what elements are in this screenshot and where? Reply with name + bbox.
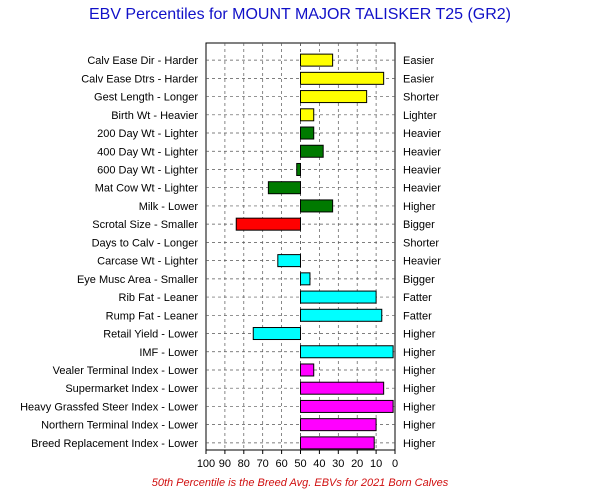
- category-label: Milk - Lower: [139, 201, 199, 213]
- bar: [300, 126, 315, 140]
- right-label: Fatter: [403, 292, 432, 304]
- category-label: Scrotal Size - Smaller: [92, 219, 198, 231]
- bar: [252, 327, 301, 341]
- category-label: Calv Ease Dtrs - Harder: [81, 73, 198, 85]
- bar: [300, 436, 375, 450]
- bar: [300, 399, 394, 413]
- right-label: Heavier: [403, 146, 441, 158]
- x-tick-label: 100: [197, 458, 215, 470]
- bar: [300, 345, 394, 359]
- x-tick-label: 70: [257, 458, 269, 470]
- category-label: Northern Terminal Index - Lower: [41, 420, 198, 432]
- right-label: Heavier: [403, 183, 441, 195]
- x-tick-label: 0: [392, 458, 398, 470]
- category-label: Days to Calv - Longer: [92, 237, 199, 249]
- category-label: Birth Wt - Heavier: [111, 110, 198, 122]
- category-label: IMF - Lower: [139, 347, 198, 359]
- right-label: Heavier: [403, 256, 441, 268]
- right-label: Lighter: [403, 110, 437, 122]
- bar: [300, 272, 311, 286]
- right-label: Higher: [403, 438, 436, 450]
- bar: [300, 108, 315, 122]
- category-label: Carcase Wt - Lighter: [97, 256, 198, 268]
- category-label: Calv Ease Dir - Harder: [87, 55, 198, 67]
- category-label: Mat Cow Wt - Lighter: [95, 183, 199, 195]
- chart-title: EBV Percentiles for MOUNT MAJOR TALISKER…: [88, 6, 512, 23]
- category-label: 600 Day Wt - Lighter: [97, 164, 198, 176]
- right-label: Higher: [403, 401, 436, 413]
- right-label: Easier: [403, 73, 435, 85]
- category-label: Eye Musc Area - Smaller: [77, 274, 198, 286]
- x-tick-label: 50: [294, 458, 306, 470]
- bar: [300, 53, 334, 67]
- bar: [296, 162, 302, 176]
- category-label: Gest Length - Longer: [94, 92, 198, 104]
- right-label: Shorter: [403, 92, 439, 104]
- category-label: Breed Replacement Index - Lower: [31, 438, 198, 450]
- bar: [277, 254, 302, 268]
- x-tick-label: 80: [238, 458, 250, 470]
- category-label: Supermarket Index - Lower: [65, 383, 198, 395]
- bar: [267, 181, 301, 195]
- x-tick-label: 60: [275, 458, 287, 470]
- x-tick-label: 10: [370, 458, 382, 470]
- right-label: Fatter: [403, 310, 432, 322]
- x-tick-label: 30: [332, 458, 344, 470]
- bar: [300, 363, 315, 377]
- right-label: Heavier: [403, 128, 441, 140]
- bar: [300, 308, 383, 322]
- right-label: Higher: [403, 420, 436, 432]
- right-label: Bigger: [403, 219, 435, 231]
- category-label: Retail Yield - Lower: [103, 329, 198, 341]
- bar: [300, 90, 368, 104]
- right-label: Easier: [403, 55, 435, 67]
- bar: [300, 290, 377, 304]
- category-label: 200 Day Wt - Lighter: [97, 128, 198, 140]
- right-label: Higher: [403, 365, 436, 377]
- x-tick-label: 90: [219, 458, 231, 470]
- category-label: 400 Day Wt - Lighter: [97, 146, 198, 158]
- bar: [235, 217, 302, 231]
- category-label: Rump Fat - Leaner: [106, 310, 199, 322]
- right-label: Higher: [403, 383, 436, 395]
- category-label: Rib Fat - Leaner: [119, 292, 199, 304]
- bar: [300, 381, 385, 395]
- right-label: Higher: [403, 329, 436, 341]
- right-label: Higher: [403, 347, 436, 359]
- right-label: Shorter: [403, 237, 439, 249]
- category-label: Heavy Grassfed Steer Index - Lower: [20, 401, 198, 413]
- bar: [300, 144, 324, 158]
- x-tick-label: 20: [351, 458, 363, 470]
- right-label: Bigger: [403, 274, 435, 286]
- right-label: Heavier: [403, 164, 441, 176]
- category-label: Vealer Terminal Index - Lower: [53, 365, 199, 377]
- right-label: Higher: [403, 201, 436, 213]
- x-tick-label: 40: [313, 458, 325, 470]
- bar: [300, 418, 377, 432]
- bar: [300, 199, 334, 213]
- chart-footnote: 50th Percentile is the Breed Avg. EBVs f…: [151, 477, 449, 489]
- bar: [300, 71, 385, 85]
